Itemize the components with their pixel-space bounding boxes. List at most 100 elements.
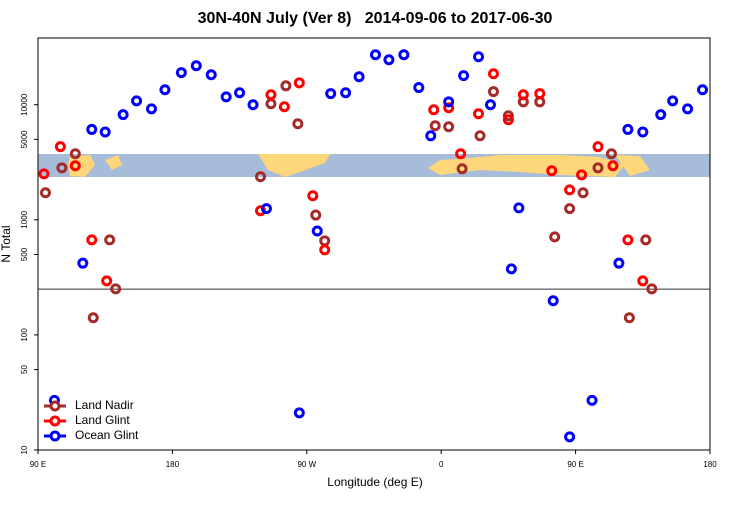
data-point xyxy=(39,187,51,199)
data-point xyxy=(505,263,517,275)
data-point xyxy=(655,109,667,121)
data-point xyxy=(547,295,559,307)
y-tick-label: 50 xyxy=(20,365,29,374)
data-point xyxy=(69,148,81,160)
data-point xyxy=(502,114,514,126)
y-axis-label: N Total xyxy=(0,225,13,262)
data-point xyxy=(697,84,709,96)
legend-label: Ocean Glint xyxy=(75,428,139,442)
data-point xyxy=(623,312,635,324)
y-tick-label: 100 xyxy=(20,328,29,342)
data-point xyxy=(255,171,267,183)
data-point xyxy=(413,82,425,94)
data-point xyxy=(175,67,187,79)
data-point xyxy=(564,431,576,443)
data-point xyxy=(353,71,365,83)
y-tick-label: 500 xyxy=(20,247,29,261)
legend-label: Land Nadir xyxy=(75,398,134,412)
plot-frame xyxy=(37,37,711,451)
data-point xyxy=(86,234,98,246)
y-tick-label: 10 xyxy=(20,445,29,454)
y-tick-label: 1000 xyxy=(20,210,29,228)
data-point xyxy=(428,104,440,116)
legend-marker xyxy=(49,400,61,412)
data-point xyxy=(487,68,499,80)
data-point xyxy=(278,101,290,113)
data-point xyxy=(131,95,143,107)
data-point xyxy=(534,88,546,100)
data-point xyxy=(87,312,99,324)
data-point xyxy=(307,190,319,202)
data-point xyxy=(474,130,486,142)
data-point xyxy=(205,69,217,81)
legend-marker xyxy=(49,415,61,427)
data-point xyxy=(101,275,113,287)
data-point xyxy=(325,88,337,100)
data-point xyxy=(605,148,617,160)
data-point xyxy=(280,80,292,92)
data-point xyxy=(622,234,634,246)
data-point xyxy=(110,283,122,295)
data-point xyxy=(425,130,437,142)
data-point xyxy=(443,96,455,108)
data-point xyxy=(586,394,598,406)
data-point xyxy=(293,407,305,419)
data-point xyxy=(622,123,634,135)
data-point xyxy=(592,162,604,174)
data-point xyxy=(38,168,50,180)
data-point xyxy=(487,86,499,98)
data-point xyxy=(577,187,589,199)
data-point xyxy=(77,257,89,269)
data-point xyxy=(265,98,277,110)
data-point xyxy=(667,95,679,107)
data-point xyxy=(104,234,116,246)
data-point xyxy=(513,202,525,214)
map-strip xyxy=(38,154,710,177)
x-tick-label: 0 xyxy=(439,460,444,469)
data-point xyxy=(99,126,111,138)
data-point xyxy=(458,70,470,82)
y-tick-label: 10000 xyxy=(20,93,29,116)
data-point xyxy=(549,231,561,243)
data-point xyxy=(117,109,129,121)
data-point xyxy=(69,160,81,172)
data-point xyxy=(260,203,272,215)
data-point xyxy=(310,209,322,221)
data-point xyxy=(592,141,604,153)
data-point xyxy=(564,203,576,215)
data-point xyxy=(247,99,259,111)
x-tick-label: 90 W xyxy=(297,460,316,469)
x-tick-label: 90 E xyxy=(567,460,583,469)
data-point xyxy=(319,235,331,247)
data-point xyxy=(607,160,619,172)
data-point xyxy=(484,99,496,111)
data-point xyxy=(473,51,485,63)
data-point xyxy=(455,148,467,160)
data-point xyxy=(429,120,441,132)
data-point xyxy=(682,103,694,115)
data-point xyxy=(564,184,576,196)
data-point xyxy=(340,87,352,99)
data-point xyxy=(86,123,98,135)
data-point xyxy=(576,169,588,181)
data-point xyxy=(190,60,202,72)
data-point xyxy=(398,49,410,61)
data-point xyxy=(311,225,323,237)
legend-marker xyxy=(49,430,61,442)
data-point xyxy=(159,84,171,96)
data-point xyxy=(456,163,468,175)
data-point xyxy=(517,89,529,101)
data-point xyxy=(443,102,455,114)
x-tick-label: 180 xyxy=(166,460,180,469)
data-point xyxy=(640,234,652,246)
x-tick-label: 180 xyxy=(703,460,717,469)
data-point xyxy=(56,162,68,174)
data-point xyxy=(443,121,455,133)
x-axis-label: Longitude (deg E) xyxy=(327,475,422,489)
data-point xyxy=(646,283,658,295)
x-tick-label: 90 E xyxy=(30,460,46,469)
y-tick-label: 5000 xyxy=(20,130,29,148)
data-point xyxy=(54,141,66,153)
data-point xyxy=(234,87,246,99)
